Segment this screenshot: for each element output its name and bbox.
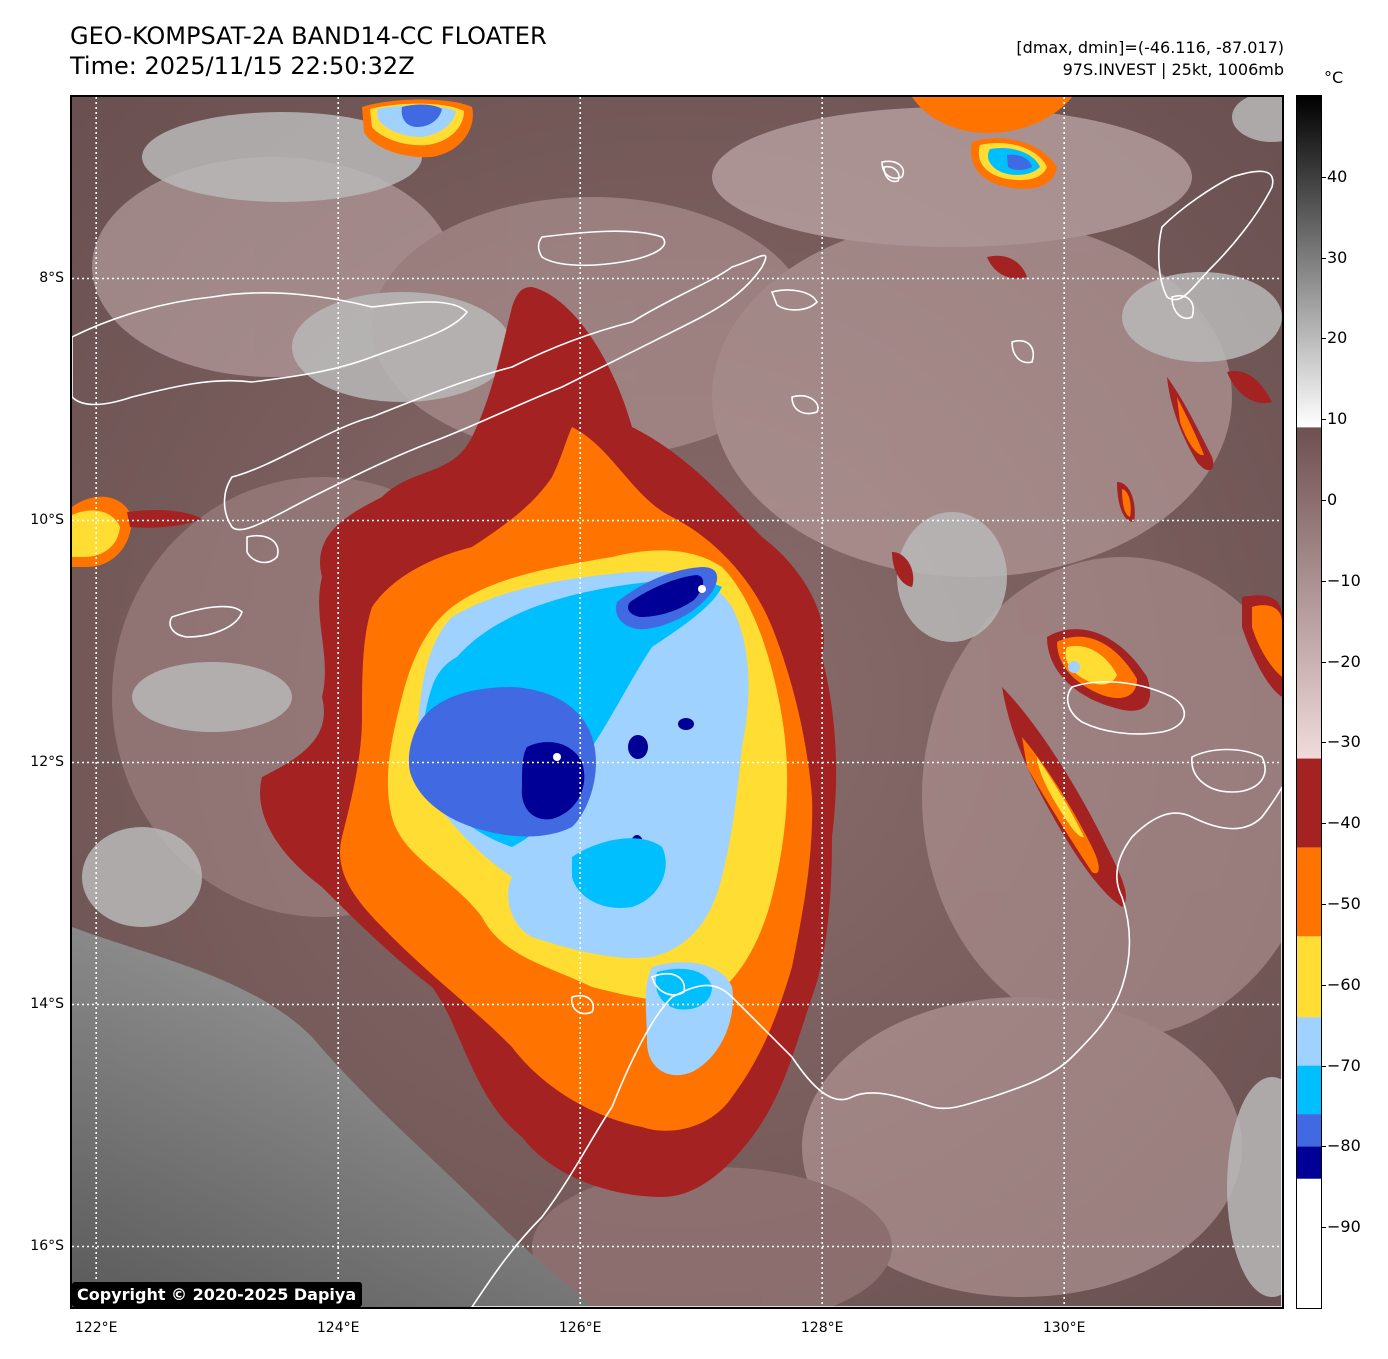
coast-tanimbar xyxy=(1157,170,1274,301)
colorbar-tick-mark xyxy=(1321,661,1326,663)
coastlines xyxy=(72,160,1282,1307)
colorbar-tick-label: −50 xyxy=(1327,894,1361,913)
colorbar-tick-label: −70 xyxy=(1327,1055,1361,1075)
colorbar-tick-label: −10 xyxy=(1327,570,1361,590)
colorbar-gradient-segment xyxy=(1297,427,1321,759)
coast-australia xyxy=(471,786,1282,1307)
colorbar-tick-mark xyxy=(1321,1146,1326,1148)
colorbar-tick-mark xyxy=(1321,500,1326,501)
copyright-badge: Copyright © 2020-2025 Dapiya xyxy=(72,1282,363,1307)
lon-tick-label: 122°E xyxy=(74,1320,118,1336)
coast-timor xyxy=(223,254,767,531)
graticule xyxy=(72,97,1282,1307)
cell-north-b xyxy=(401,104,442,127)
cell-se-band-y xyxy=(1037,757,1084,838)
coast-small-3 xyxy=(883,165,900,183)
lon-tick-label: 130°E xyxy=(1042,1320,1086,1336)
colorbar-tick-mark xyxy=(1321,1065,1326,1067)
cell-e-c xyxy=(1068,661,1080,673)
coast-islets-2 xyxy=(570,994,594,1015)
colorbar-tick-label: −90 xyxy=(1327,1217,1361,1237)
cell-e-y xyxy=(1065,645,1117,685)
colorbar-tick-label: −30 xyxy=(1327,732,1361,752)
cell-ne-streak-o xyxy=(1177,397,1204,456)
contour-darkblue-core xyxy=(521,742,585,820)
lat-tick-label: 14°S xyxy=(30,995,64,1012)
colorbar-tick-label: −60 xyxy=(1327,974,1361,994)
storm-info-label: 97S.INVEST | 25kt, 1006mb xyxy=(1062,60,1284,79)
colorbar-band xyxy=(1297,758,1321,848)
cell-e-small-o xyxy=(1122,489,1131,517)
lon-tick-label: 128°E xyxy=(800,1320,844,1336)
lon-tick-label: 124°E xyxy=(316,1320,360,1336)
contour-darkblue-ne xyxy=(628,575,704,617)
gray-land-region xyxy=(72,927,592,1307)
coast-flores xyxy=(72,292,469,406)
colorbar-tick-label: 40 xyxy=(1327,166,1348,186)
cell-ne-b xyxy=(1007,154,1032,170)
colorbar-tick-mark xyxy=(1321,904,1326,905)
coast-sumba xyxy=(169,605,243,638)
cold-cell-1 xyxy=(628,735,648,759)
colorbar-tick-label: −20 xyxy=(1327,651,1361,671)
satellite-map xyxy=(70,95,1284,1309)
colorbar-tick-mark xyxy=(1321,1227,1326,1229)
colorbar xyxy=(1296,95,1322,1309)
satellite-imagery xyxy=(72,97,1282,1307)
colorbar-tick-mark xyxy=(1321,580,1326,582)
colorbar-tick-mark xyxy=(1321,984,1326,986)
colorbar-tick-label: 30 xyxy=(1327,247,1348,267)
title-line-1: GEO-KOMPSAT-2A BAND14-CC FLOATER xyxy=(70,22,547,50)
gray-cloud-patches xyxy=(82,97,1282,1297)
core-white-1 xyxy=(698,585,706,593)
cell-n-small xyxy=(987,255,1027,279)
coast-roti xyxy=(246,535,279,564)
lon-tick-label: 126°E xyxy=(558,1320,602,1336)
lat-tick-label: 8°S xyxy=(39,269,64,286)
coast-north-islet xyxy=(881,160,904,179)
coast-small-1 xyxy=(1011,340,1034,364)
coast-bathurst xyxy=(1191,748,1266,793)
data-range-label: [dmax, dmin]=(-46.116, -87.017) xyxy=(1016,38,1284,57)
cold-cell-2 xyxy=(678,718,694,730)
colorbar-gradient-segment xyxy=(1297,96,1321,428)
colorbar-tick-mark xyxy=(1321,419,1326,421)
colorbar-tick-mark xyxy=(1321,176,1326,178)
coast-melville xyxy=(1066,681,1186,735)
cell-far-e-o xyxy=(1252,605,1282,677)
coast-aru xyxy=(1171,295,1194,319)
lat-tick-label: 10°S xyxy=(30,511,64,528)
coast-kisar xyxy=(770,289,818,311)
colorbar-tick-label: 0 xyxy=(1327,490,1338,509)
colorbar-band xyxy=(1297,1146,1321,1179)
colorbar-band xyxy=(1297,936,1321,1018)
colorbar-tick-label: −40 xyxy=(1327,813,1361,833)
title-line-2: Time: 2025/11/15 22:50:32Z xyxy=(70,52,415,80)
colorbar-tick-mark xyxy=(1321,338,1326,340)
lat-tick-label: 16°S xyxy=(30,1237,64,1254)
contour-cyan-south xyxy=(572,838,666,908)
colorbar-band xyxy=(1297,847,1321,937)
colorbar-unit-label: °C xyxy=(1324,68,1344,87)
colorbar-tick-label: −80 xyxy=(1327,1136,1361,1156)
coast-wetar xyxy=(537,230,666,267)
cell-ne2 xyxy=(892,552,914,587)
colorbar-tick-label: 20 xyxy=(1327,328,1348,348)
cell-nw-band xyxy=(912,97,1072,133)
colorbar-band xyxy=(1297,1114,1321,1147)
cell-w-red xyxy=(127,509,202,528)
colorbar-tick-label: 10 xyxy=(1327,409,1348,429)
colorbar-tick-mark xyxy=(1321,257,1326,259)
colorbar-tick-mark xyxy=(1321,742,1326,744)
coast-small-2 xyxy=(791,394,819,415)
cell-ne-small xyxy=(1227,371,1272,404)
core-white-2 xyxy=(553,753,561,761)
colorbar-scale xyxy=(1297,96,1321,1308)
colorbar-tick-mark xyxy=(1321,823,1326,825)
colorbar-band xyxy=(1297,1178,1321,1308)
coast-islets-1 xyxy=(651,973,686,996)
colorbar-band xyxy=(1297,1065,1321,1115)
lat-tick-label: 12°S xyxy=(30,753,64,770)
colorbar-band xyxy=(1297,1017,1321,1066)
